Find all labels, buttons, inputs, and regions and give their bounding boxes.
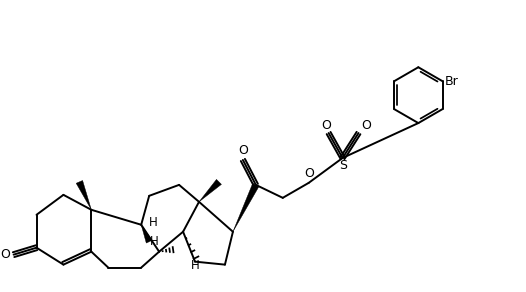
Text: O: O: [322, 119, 331, 132]
Polygon shape: [141, 225, 152, 243]
Polygon shape: [199, 179, 221, 202]
Text: O: O: [1, 248, 11, 261]
Polygon shape: [76, 180, 92, 210]
Text: Br: Br: [444, 75, 458, 88]
Text: O: O: [305, 167, 315, 180]
Text: O: O: [361, 119, 371, 132]
Text: H: H: [190, 259, 199, 272]
Text: S: S: [340, 159, 348, 172]
Text: O: O: [238, 144, 248, 157]
Text: H: H: [150, 235, 159, 248]
Text: H: H: [149, 216, 158, 229]
Polygon shape: [233, 183, 259, 232]
